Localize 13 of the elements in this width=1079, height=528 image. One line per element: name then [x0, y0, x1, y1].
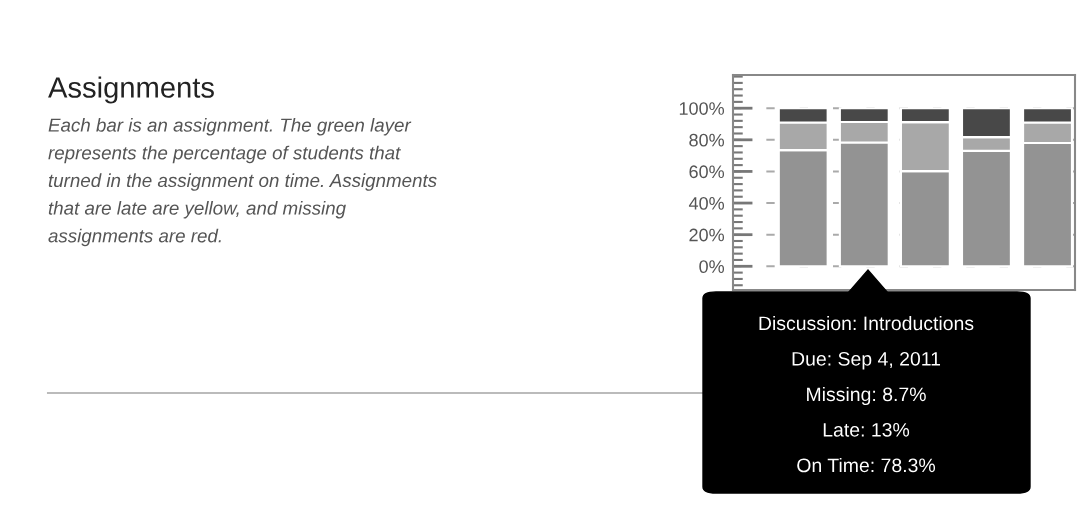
- text: Each bar is an assignment. The green layer represents the percentage of students that turned in the assignment on time. Assignments that are late are yellow, and missing assignments are red.: [48, 118, 437, 247]
- y-tick-label: 100%: [679, 102, 725, 115]
- text: On Time: 78.3%: [797, 457, 936, 473]
- text: Missing: 8.7%: [807, 386, 926, 406]
- text: Discussion: Introductions: [759, 315, 974, 331]
- text: Due: Sep 4, 2011: [792, 351, 941, 370]
- y-tick-label: 60%: [689, 165, 725, 179]
- y-tick-label: 40%: [688, 196, 725, 210]
- y-tick-label: 0%: [699, 260, 725, 274]
- y-tick-label: 20%: [689, 228, 725, 242]
- text: Assignments: [48, 76, 214, 104]
- y-tick-label: 80%: [689, 133, 725, 147]
- text: Late: 13%: [823, 422, 910, 437]
